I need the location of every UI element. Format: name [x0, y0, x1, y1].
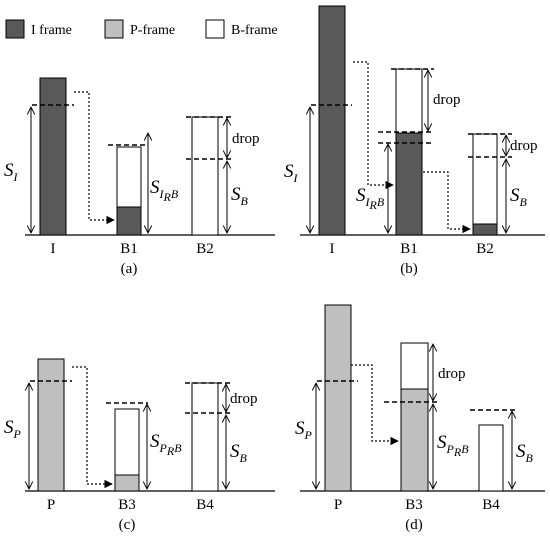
bar-b2-ref-part — [472, 223, 498, 236]
frame-label: B1 — [120, 241, 138, 257]
bar-b1-ref-part — [395, 132, 423, 236]
symbol-ref: SI — [284, 161, 299, 185]
drop-label: drop — [232, 131, 260, 147]
frame-label: I — [51, 241, 56, 257]
bar-b4 — [478, 424, 504, 492]
symbol-last: SB — [516, 441, 534, 465]
legend-label-p: P-frame — [130, 23, 175, 38]
legend-swatch-b — [205, 19, 225, 39]
frame-label: P — [47, 497, 55, 513]
bar-b1-ref-part — [116, 206, 142, 236]
bar-i — [318, 5, 346, 236]
symbol-last: SB — [231, 184, 249, 208]
reference-arrow — [423, 171, 471, 234]
bar-b3-ref-part — [114, 474, 140, 492]
reference-arrow — [72, 366, 113, 489]
frame-label: B1 — [400, 241, 418, 257]
symbol-mid: SIRB — [150, 177, 179, 204]
symbol-last: SB — [510, 185, 528, 209]
frame-label: P — [334, 497, 342, 513]
bar-b3-ref-part — [400, 388, 429, 492]
frame-label: B2 — [196, 241, 214, 257]
legend-item-p-frame: P-frame — [104, 19, 175, 39]
reference-arrow — [353, 61, 394, 190]
reference-arrow — [351, 364, 399, 446]
bar-b4 — [191, 382, 219, 492]
frame-label: B4 — [482, 497, 500, 513]
frame-label: B2 — [476, 241, 494, 257]
panel-caption: (b) — [400, 261, 418, 277]
symbol-ref: SP — [4, 417, 22, 441]
panel-caption: (a) — [121, 261, 138, 277]
legend: I frame P-frame B-frame — [5, 19, 278, 39]
bar-b2 — [191, 116, 219, 236]
panel-caption: (d) — [405, 517, 423, 533]
bar-b2 — [472, 133, 498, 236]
panel-b: SI drop SIRB drop SB I B1 B2 (b) — [284, 5, 545, 277]
bar-p — [37, 358, 65, 492]
legend-label-b: B-frame — [231, 23, 278, 38]
panel-a: SI SIRB drop SB I B1 B2 (a) — [4, 77, 275, 277]
bar-p — [324, 304, 352, 492]
drop-label: drop — [230, 391, 258, 407]
panel-caption: (c) — [119, 517, 136, 533]
symbol-mid: SPRB — [150, 431, 182, 458]
legend-item-i-frame: I frame — [5, 19, 72, 39]
legend-swatch-i — [5, 19, 25, 39]
symbol-ref: SI — [4, 160, 19, 184]
panel-d: SP drop SPRB SB P B3 B4 (d) — [295, 304, 545, 533]
legend-swatch-p — [104, 19, 124, 39]
drop-label: drop — [438, 366, 466, 382]
reference-arrow — [74, 91, 115, 225]
symbol-mid: SPRB — [437, 432, 469, 459]
frame-label: B4 — [196, 497, 214, 513]
symbol-mid: SIRB — [356, 185, 385, 212]
drop-label: drop — [510, 138, 538, 154]
legend-item-b-frame: B-frame — [205, 19, 278, 39]
bar-i — [39, 77, 67, 236]
symbol-ref: SP — [295, 418, 313, 442]
frame-label: B3 — [118, 497, 136, 513]
drop-label: drop — [433, 92, 461, 108]
symbol-last: SB — [230, 441, 248, 465]
panel-c: SP SPRB drop SB P B3 B4 (c) — [4, 358, 275, 533]
legend-label-i: I frame — [31, 23, 72, 38]
frame-label: B3 — [405, 497, 423, 513]
frame-label: I — [330, 241, 335, 257]
